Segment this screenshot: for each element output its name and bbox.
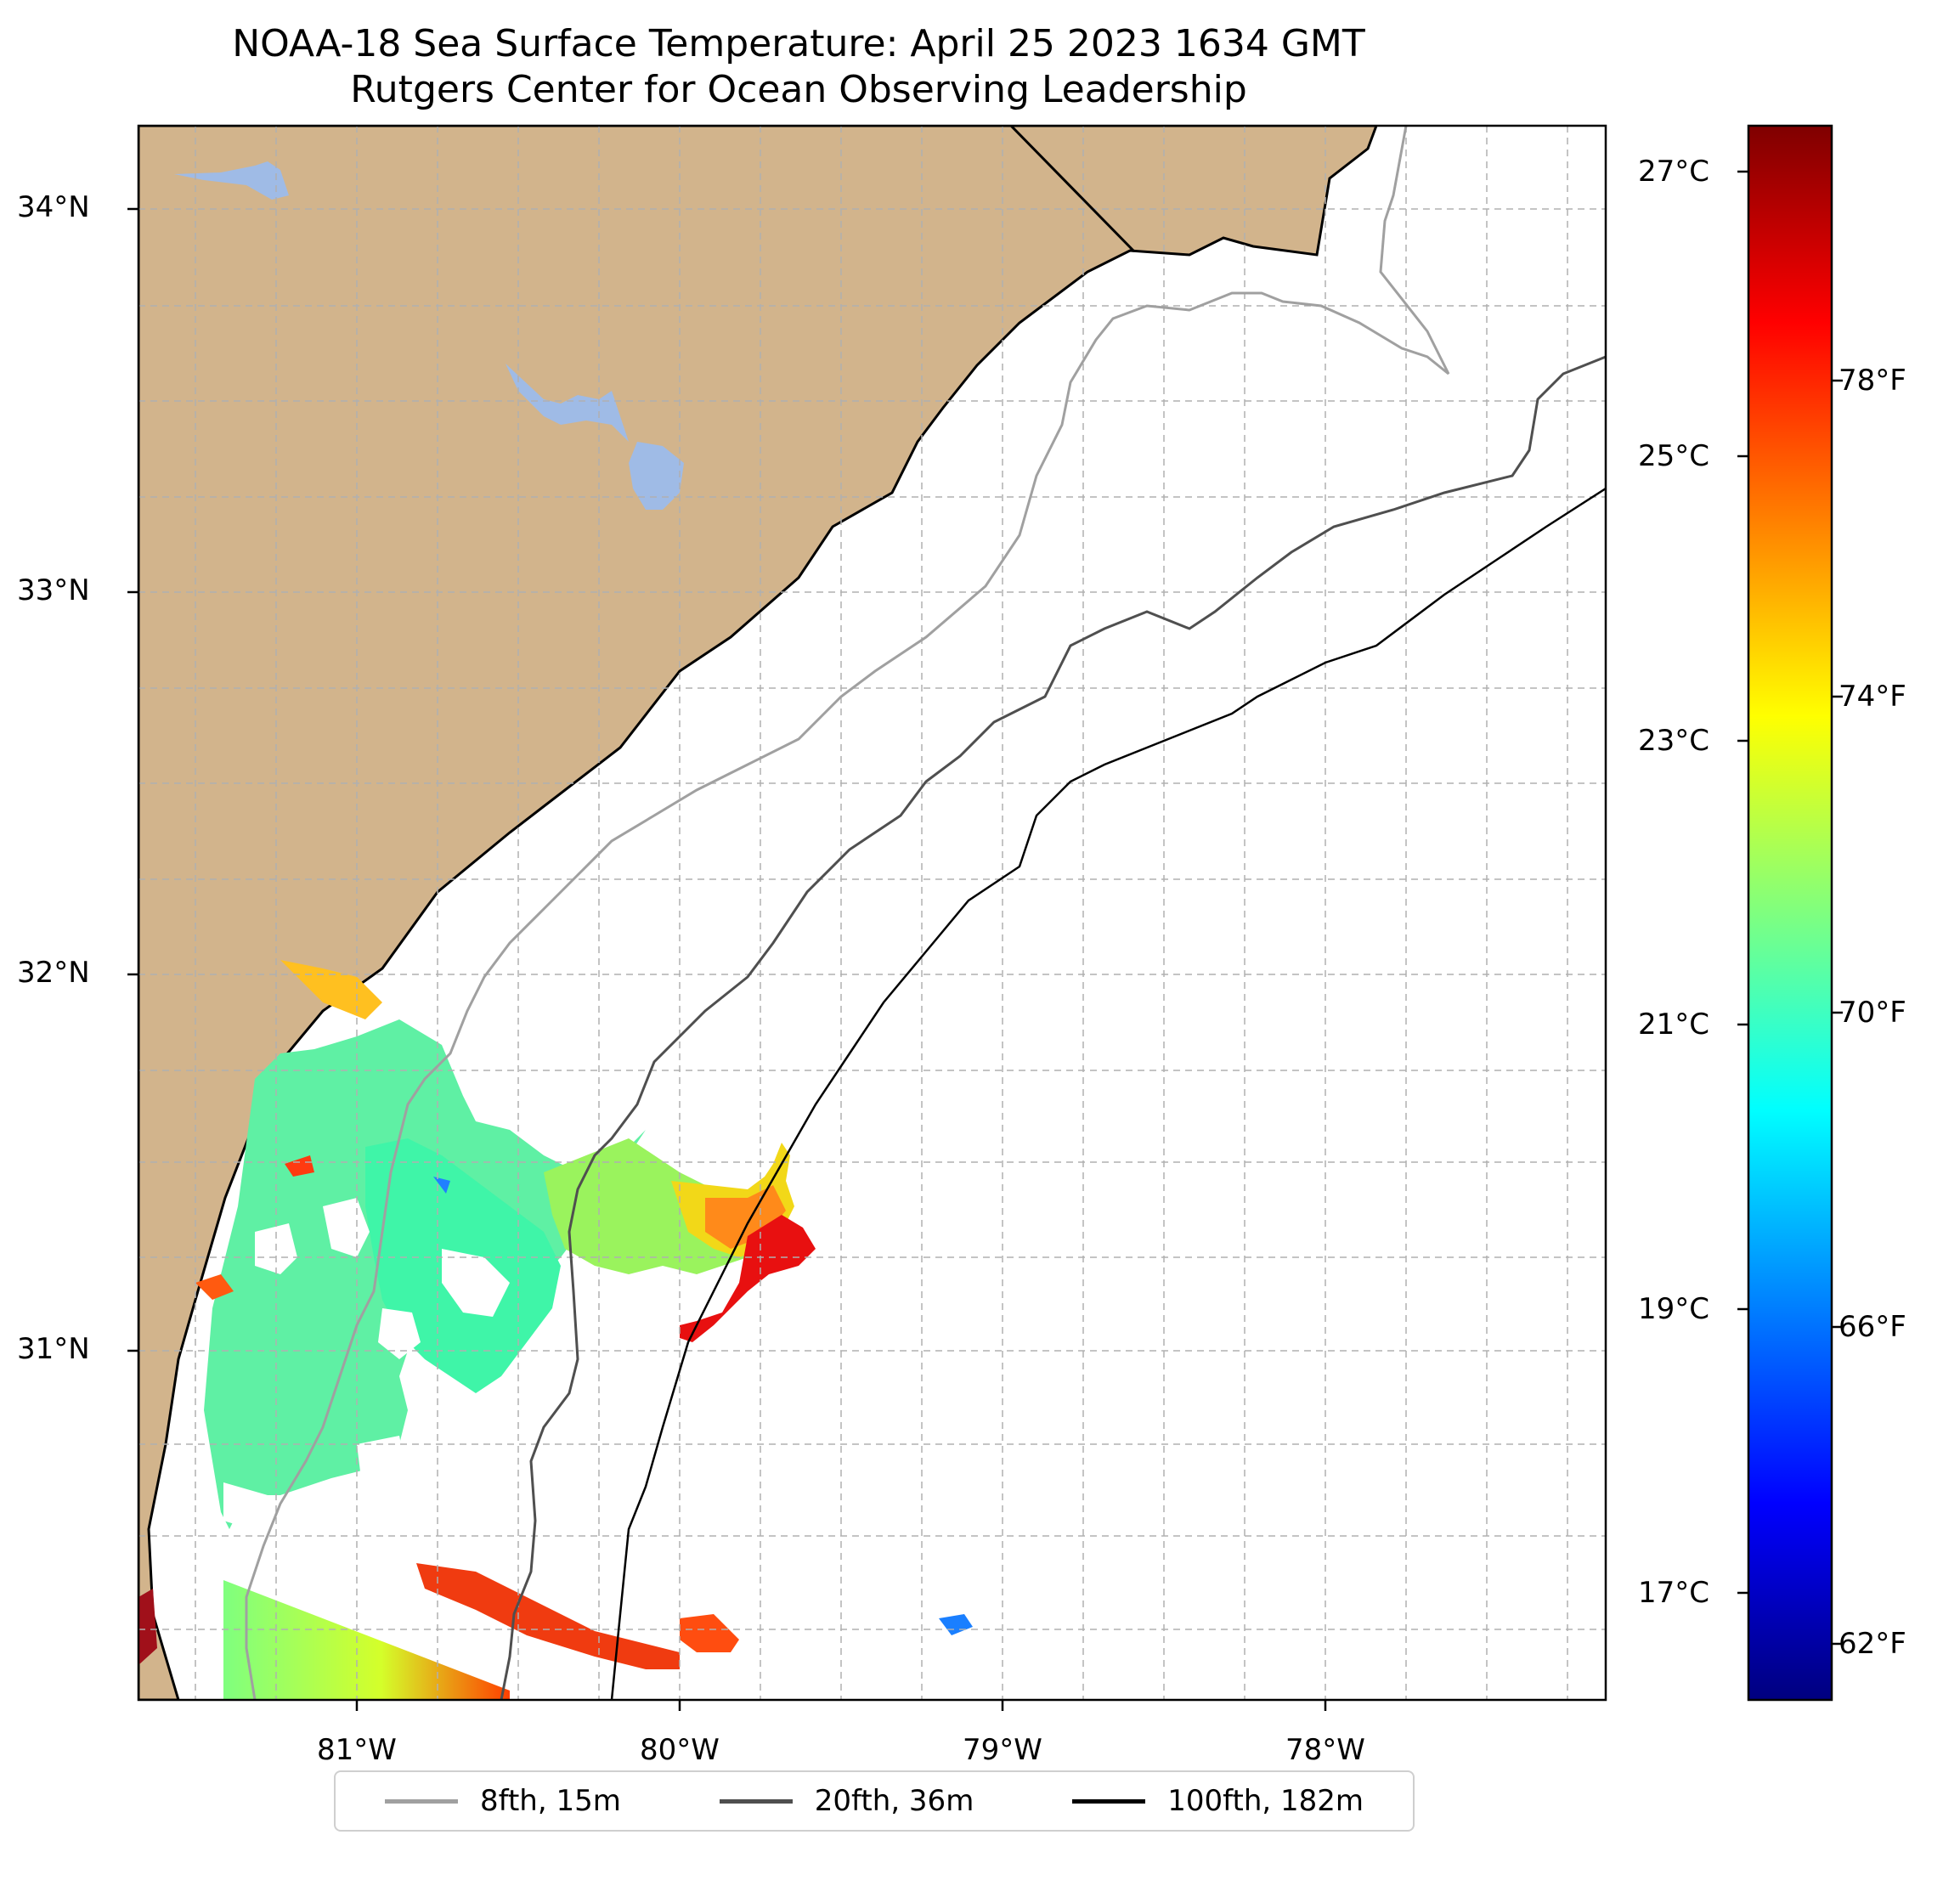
map-title: NOAA-18 Sea Surface Temperature: April 2… xyxy=(232,22,1365,65)
cb-fahrenheit-70: 70°F xyxy=(1839,996,1906,1030)
legend-item-100fth: 100fth, 182m xyxy=(1072,1784,1364,1818)
cb-celsius-17: 17°C xyxy=(1638,1576,1710,1610)
legend-item-20fth: 20fth, 36m xyxy=(719,1784,974,1818)
isobath-15m xyxy=(245,126,1450,1700)
map-subtitle: Rutgers Center for Ocean Observing Leade… xyxy=(350,68,1247,111)
lake-marion xyxy=(506,364,629,442)
cb-fahrenheit-66: 66°F xyxy=(1839,1310,1906,1344)
lon-label-81: 81°W xyxy=(317,1733,397,1767)
sst-data xyxy=(138,960,973,1700)
legend: 8fth, 15m 20fth, 36m 100fth, 182m xyxy=(334,1770,1415,1832)
lon-label-78: 78°W xyxy=(1285,1733,1365,1767)
isobath-182m xyxy=(610,487,1606,1700)
map-frame xyxy=(137,124,1607,1702)
lon-label-79: 79°W xyxy=(963,1733,1042,1767)
lat-label-34: 34°N xyxy=(17,190,90,224)
legend-label-100fth: 100fth, 182m xyxy=(1167,1784,1364,1818)
lon-label-80: 80°W xyxy=(640,1733,720,1767)
graticule xyxy=(138,126,1606,1700)
cb-celsius-21: 21°C xyxy=(1638,1008,1710,1042)
colorbar xyxy=(1747,124,1833,1702)
legend-line-100fth xyxy=(1072,1798,1146,1804)
land-mass xyxy=(138,126,1378,1700)
cb-fahrenheit-74: 74°F xyxy=(1839,680,1906,714)
legend-line-8fth xyxy=(384,1798,458,1804)
cb-fahrenheit-78: 78°F xyxy=(1839,364,1906,398)
lat-label-32: 32°N xyxy=(17,956,90,990)
legend-label-8fth: 8fth, 15m xyxy=(479,1784,621,1818)
isobath-36m xyxy=(500,355,1606,1700)
legend-line-20fth xyxy=(719,1798,793,1804)
cb-celsius-23: 23°C xyxy=(1638,724,1710,758)
cb-celsius-27: 27°C xyxy=(1638,155,1710,189)
cb-celsius-25: 25°C xyxy=(1638,439,1710,473)
lat-label-33: 33°N xyxy=(17,573,90,607)
state-border xyxy=(1009,126,1136,253)
legend-item-8fth: 8fth, 15m xyxy=(384,1784,621,1818)
cb-celsius-19: 19°C xyxy=(1638,1292,1710,1326)
lake-upper xyxy=(174,161,289,200)
lake-moultrie xyxy=(629,442,684,510)
legend-label-20fth: 20fth, 36m xyxy=(814,1784,974,1818)
lat-label-31: 31°N xyxy=(17,1332,90,1366)
cb-fahrenheit-62: 62°F xyxy=(1839,1627,1906,1661)
